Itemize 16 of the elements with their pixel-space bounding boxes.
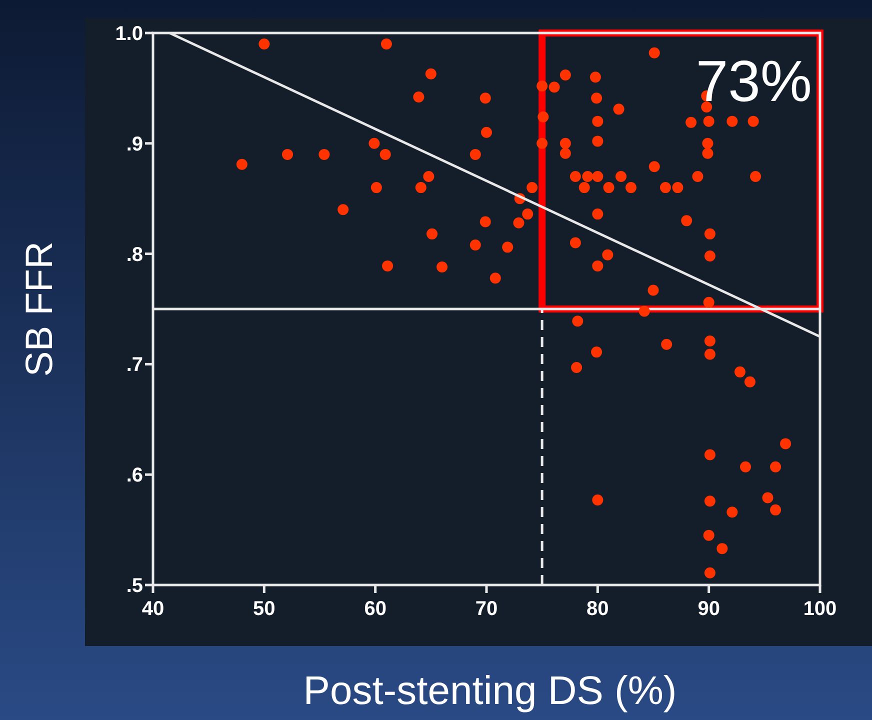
y-axis-title: SB FFR [19, 241, 61, 377]
x-tick-label: 50 [253, 598, 276, 620]
x-tick-label: 80 [586, 598, 609, 620]
x-tick-label: 70 [475, 598, 498, 620]
x-tick-label: 40 [142, 598, 164, 620]
y-tick-label: 1.0 [115, 23, 143, 45]
x-tick-label: 60 [364, 598, 386, 620]
y-tick-label: .8 [126, 244, 143, 266]
annotation: 73% [696, 49, 812, 114]
x-tick-label: 100 [803, 598, 837, 620]
x-tick-label: 90 [698, 598, 720, 620]
y-tick-label: .5 [126, 575, 143, 597]
y-tick-label: .9 [126, 133, 143, 156]
y-tick-label: .7 [126, 354, 143, 376]
x-axis-title: Post-stenting DS (%) [303, 669, 677, 713]
y-tick-label: .6 [126, 464, 143, 487]
